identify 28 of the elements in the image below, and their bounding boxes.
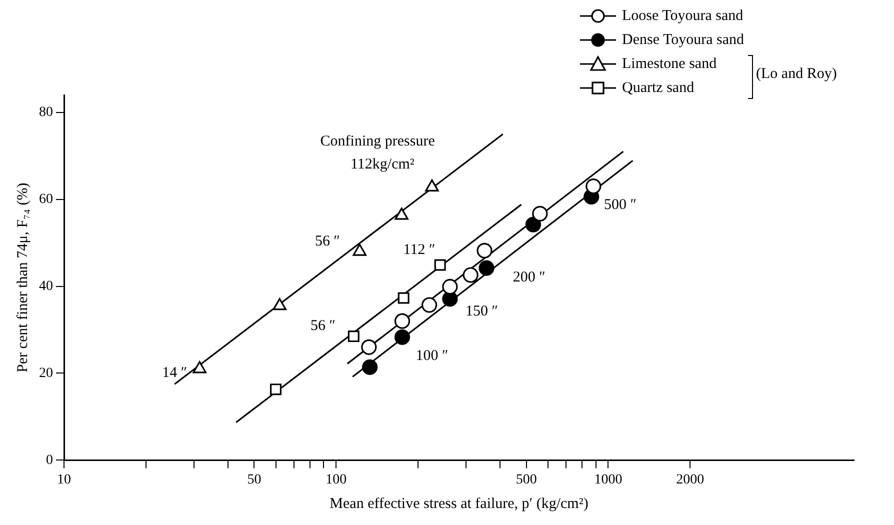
x-tick-label: 1000 (594, 472, 622, 488)
x-tick-label: 2000 (676, 472, 704, 488)
annotation: 500 ″ (604, 196, 637, 213)
x-tick-label: 500 (516, 472, 537, 488)
x-axis-title: Mean effective stress at failure, p′ (kg/cm²) (330, 496, 588, 512)
x-tick-label: 100 (326, 472, 347, 488)
x-tick-label: 50 (247, 472, 262, 488)
y-tick-label: 60 (39, 192, 53, 208)
annotation: Confining pressure (320, 133, 436, 150)
annotation: 200 ″ (512, 270, 546, 286)
y-axis-title: Per cent finer than 74μ, F₇₄ (%) (14, 182, 31, 372)
text: (Lo and Roy) (756, 66, 837, 83)
y-tick-label: 20 (39, 366, 53, 381)
annotation: 150 ″ (466, 303, 498, 320)
legend-label: Quartz sand (622, 80, 694, 96)
x-tick-label: 10 (57, 472, 71, 488)
annotation: 56 ″ (310, 318, 336, 334)
annotation: 14 ″ (162, 365, 188, 382)
annotation: 100 ″ (416, 348, 448, 364)
annotation: 112kg/cm² (350, 156, 415, 172)
y-tick-label: 80 (39, 105, 53, 120)
annotation: 112 ″ (403, 242, 436, 258)
legend-label: Loose Toyoura sand (622, 8, 744, 24)
y-tick-label: 0 (46, 452, 53, 468)
legend-label: Dense Toyoura sand (622, 32, 744, 48)
y-tick-label: 40 (39, 278, 53, 294)
legend-label: Limestone sand (622, 56, 717, 72)
annotation: 56 ″ (315, 233, 340, 250)
